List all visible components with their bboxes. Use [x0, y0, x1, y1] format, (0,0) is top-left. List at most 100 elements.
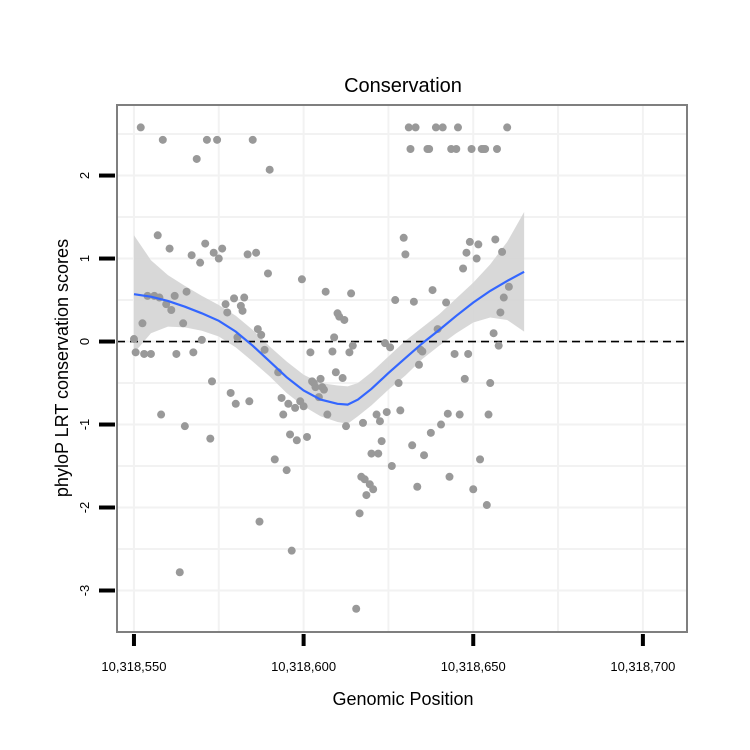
data-point	[355, 509, 364, 518]
data-point	[499, 293, 508, 302]
y-tick-label: -3	[77, 585, 92, 597]
data-point	[287, 546, 296, 555]
data-point	[455, 410, 464, 419]
data-point	[387, 462, 396, 471]
data-point	[377, 437, 386, 446]
data-point	[331, 368, 340, 377]
data-point	[464, 349, 473, 358]
data-point	[437, 420, 446, 429]
data-point	[202, 135, 211, 144]
data-point	[201, 239, 210, 248]
data-point	[420, 451, 429, 460]
y-axis-title: phyloP LRT conservation scores	[52, 239, 72, 497]
data-point	[162, 300, 171, 309]
data-point	[476, 455, 485, 464]
data-point	[482, 501, 491, 510]
data-points	[129, 123, 513, 613]
data-point	[450, 349, 459, 358]
data-point	[462, 248, 471, 257]
panel-border	[116, 104, 688, 633]
y-tick-label: 2	[77, 172, 92, 179]
data-point	[358, 418, 367, 427]
x-axis-title: Genomic Position	[332, 689, 473, 709]
data-point	[382, 408, 391, 417]
data-point	[504, 282, 513, 291]
data-point	[206, 434, 215, 443]
data-point	[263, 269, 272, 278]
data-point	[157, 410, 166, 419]
data-point	[409, 297, 418, 306]
data-point	[347, 289, 356, 298]
data-point	[265, 165, 274, 174]
smooth-line	[133, 270, 525, 406]
data-point	[297, 275, 306, 284]
data-point	[375, 417, 384, 426]
y-tick-label: 0	[77, 338, 92, 345]
data-point	[394, 379, 403, 388]
data-point	[231, 399, 240, 408]
data-point	[192, 154, 201, 163]
data-point	[484, 410, 493, 419]
data-point	[245, 397, 254, 406]
data-point	[291, 403, 300, 412]
data-point	[369, 485, 378, 494]
data-point	[442, 298, 451, 307]
data-point	[221, 300, 230, 309]
x-tick-label: 10,318,650	[441, 659, 506, 674]
data-point	[491, 235, 500, 244]
data-point	[340, 315, 349, 324]
data-point	[253, 325, 262, 334]
data-point	[260, 345, 269, 354]
data-point	[426, 428, 435, 437]
data-point	[129, 335, 138, 344]
data-point	[243, 250, 252, 259]
data-point	[352, 604, 361, 613]
data-point	[342, 422, 351, 431]
data-point	[460, 374, 469, 383]
data-point	[323, 410, 332, 419]
chart-title: Conservation	[344, 75, 462, 97]
data-point	[165, 244, 174, 253]
data-point	[182, 287, 191, 296]
data-point	[443, 409, 452, 418]
data-point	[292, 436, 301, 445]
data-point	[252, 248, 261, 257]
data-point	[431, 123, 440, 132]
data-point	[319, 385, 328, 394]
x-tick-label: 10,318,600	[271, 659, 336, 674]
data-point	[197, 335, 206, 344]
data-point	[238, 306, 247, 315]
x-tick-label: 10,318,550	[101, 659, 166, 674]
data-point	[438, 123, 447, 132]
data-point	[445, 472, 454, 481]
data-point	[474, 240, 483, 249]
data-point	[494, 341, 503, 350]
data-point	[279, 410, 288, 419]
data-point	[138, 319, 147, 328]
data-point	[248, 135, 257, 144]
data-point	[465, 237, 474, 246]
data-point	[469, 485, 478, 494]
y-tick-label: -1	[77, 419, 92, 431]
data-point	[408, 441, 417, 450]
x-tick-label: 10,318,700	[610, 659, 675, 674]
data-point	[328, 347, 337, 356]
data-point	[362, 491, 371, 500]
data-point	[418, 347, 427, 356]
data-point	[321, 287, 330, 296]
data-point	[230, 294, 239, 303]
data-point	[414, 360, 423, 369]
data-point	[425, 144, 434, 153]
data-point	[136, 123, 145, 132]
data-point	[413, 482, 422, 491]
data-point	[433, 325, 442, 334]
data-point	[391, 296, 400, 305]
data-point	[255, 517, 264, 526]
y-tick-label: -2	[77, 502, 92, 514]
data-point	[406, 144, 415, 153]
data-point	[167, 305, 176, 314]
data-point	[208, 377, 216, 386]
data-point	[170, 291, 179, 300]
plot-panel	[116, 104, 688, 633]
